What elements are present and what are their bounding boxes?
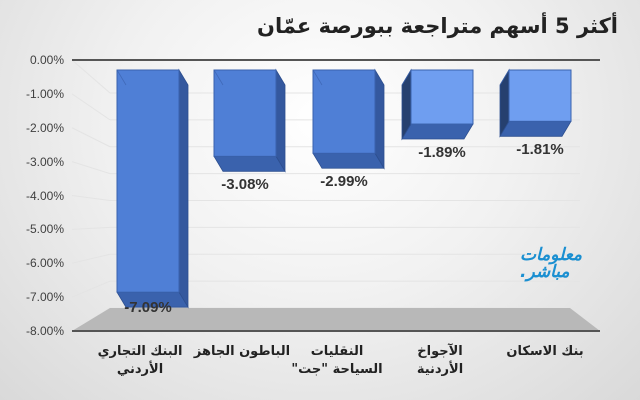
value-label: -7.09% bbox=[124, 299, 172, 316]
y-tick-label: -7.00% bbox=[25, 290, 64, 305]
category-label: البنك التجاري الأردني bbox=[97, 344, 183, 377]
category-label: النقليات السياحة "جت" bbox=[291, 344, 383, 377]
logo-line1: معلومات bbox=[520, 245, 583, 265]
logo-line2: مباشر. bbox=[520, 262, 570, 282]
chart-title: أكثر 5 أسهم متراجعة ببورصة عمّان bbox=[257, 14, 618, 38]
bar bbox=[401, 68, 474, 141]
bar bbox=[213, 68, 286, 173]
y-tick-label: -6.00% bbox=[25, 256, 64, 271]
category-label: الآجواخ الأردنية bbox=[416, 344, 464, 377]
y-tick-label: -4.00% bbox=[25, 188, 64, 203]
bar bbox=[116, 68, 189, 309]
value-label: -1.81% bbox=[516, 141, 564, 159]
y-tick-label: -8.00% bbox=[25, 324, 64, 338]
y-tick-label: -3.00% bbox=[25, 154, 64, 169]
y-tick-label: -5.00% bbox=[25, 222, 64, 237]
category-label: الباطون الجاهز bbox=[193, 344, 291, 359]
y-tick-label: -2.00% bbox=[25, 120, 64, 135]
value-label: -2.99% bbox=[320, 173, 368, 191]
category-label: بنك الاسكان bbox=[506, 344, 584, 359]
value-label: -3.08% bbox=[221, 176, 269, 194]
bar bbox=[499, 68, 572, 138]
mubasher-logo: معلومات مباشر. bbox=[520, 247, 582, 281]
bar bbox=[312, 68, 385, 170]
y-tick-label: -1.00% bbox=[25, 86, 64, 101]
value-label: -1.89% bbox=[418, 144, 466, 162]
y-tick-label: 0.00% bbox=[29, 53, 64, 67]
